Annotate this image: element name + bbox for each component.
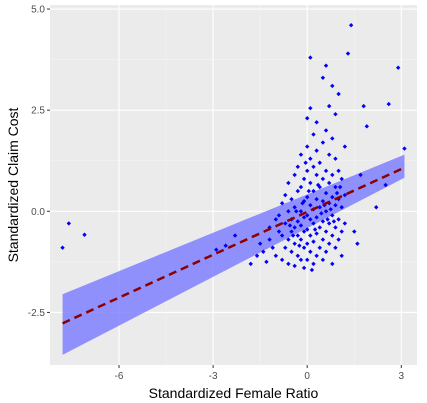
x-axis-ticks: -6 -3 0 3 [115, 365, 405, 382]
x-tick-label: -3 [209, 371, 218, 382]
y-tick-label: -2.5 [28, 308, 46, 319]
x-tick-label: 0 [304, 371, 310, 382]
x-tick-label: -6 [115, 371, 124, 382]
y-tick-label: 0.0 [31, 207, 45, 218]
y-axis-ticks: -2.5 0.0 2.5 5.0 [28, 5, 50, 319]
y-tick-label: 5.0 [31, 5, 45, 16]
y-axis-title: Standardized Claim Cost [5, 107, 21, 262]
y-tick-label: 2.5 [31, 106, 45, 117]
x-tick-label: 3 [399, 371, 405, 382]
x-axis-title: Standardized Female Ratio [149, 385, 319, 401]
